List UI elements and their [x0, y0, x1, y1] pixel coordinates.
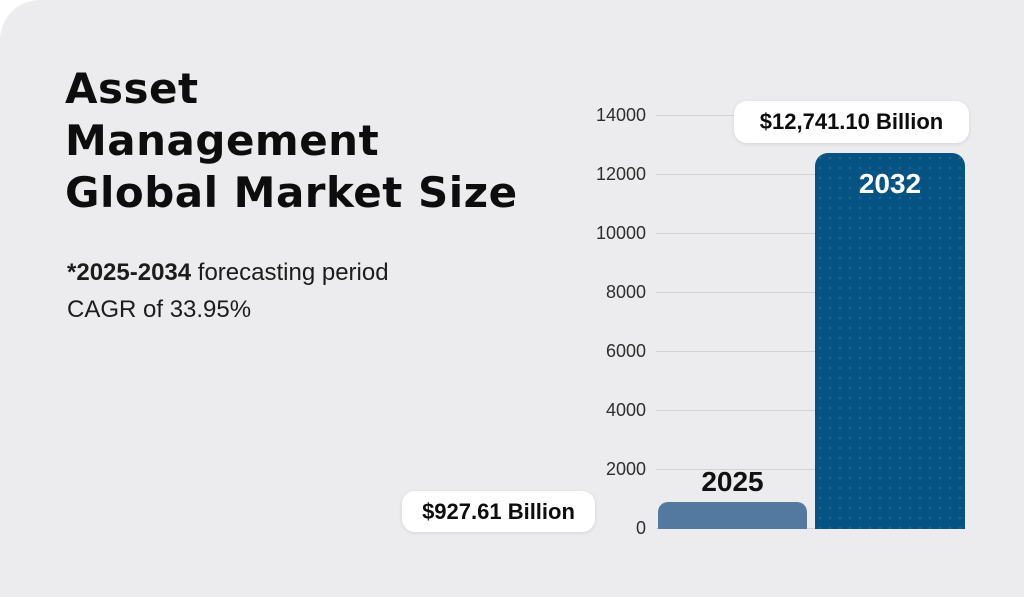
forecast-note: *2025-2034 forecasting period CAGR of 33…	[67, 254, 389, 328]
page-title: Asset Management Global Market Size	[65, 63, 518, 219]
y-axis-tick-label: 12000	[595, 164, 646, 184]
y-axis-tick-label: 0	[635, 518, 646, 538]
title-line-2: Management	[65, 116, 380, 165]
value-callout-2025: $927.61 Billion	[402, 491, 595, 532]
bar-2032	[815, 153, 965, 529]
forecast-period-line: *2025-2034 forecasting period	[67, 254, 389, 291]
value-callout-2032: $12,741.10 Billion	[734, 101, 969, 143]
forecast-period-text: forecasting period	[191, 259, 389, 286]
title-line-3: Global Market Size	[65, 168, 518, 217]
gridline-2000	[656, 469, 965, 470]
title-line-1: Asset	[65, 64, 199, 113]
y-axis-tick-label: 6000	[605, 341, 646, 361]
gridline-10000	[656, 233, 965, 234]
category-label-2025: 2025	[701, 466, 764, 497]
y-axis-tick-label: 4000	[605, 400, 646, 420]
gridline-12000	[656, 174, 965, 175]
gridline-0-baseline	[656, 528, 965, 529]
y-axis-tick-label: 2000	[605, 459, 646, 479]
y-axis-tick-label: 10000	[595, 223, 646, 243]
forecast-period-range: *2025-2034	[67, 259, 192, 286]
gridline-8000	[656, 292, 965, 293]
gridline-4000	[656, 410, 965, 411]
cagr-line: CAGR of 33.95%	[67, 296, 252, 323]
gridline-6000	[656, 351, 965, 352]
category-label-2032: 2032	[858, 168, 922, 199]
bar-2025	[658, 501, 807, 529]
y-axis-tick-label: 14000	[595, 105, 646, 125]
y-axis-tick-label: 8000	[605, 282, 646, 302]
